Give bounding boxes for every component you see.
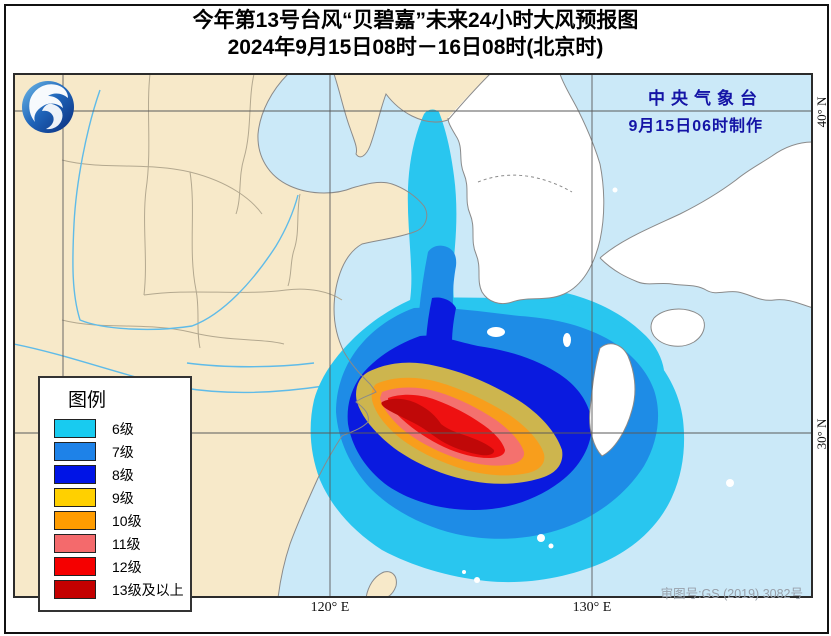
legend-swatch-level12 (54, 557, 96, 576)
legend-swatch-level10 (54, 511, 96, 530)
jeju-island (487, 327, 505, 337)
legend-label: 7级 (112, 443, 134, 460)
lat-label-30n: 30° N (814, 418, 829, 450)
map-review-number: 审图号:GS (2019) 3082号 (660, 587, 803, 601)
shikoku-island (651, 309, 705, 347)
korea-landmass (448, 74, 604, 304)
legend-swatch-level9 (54, 488, 96, 507)
lon-label-130e: 130° E (572, 600, 612, 615)
legend-label: 6级 (112, 420, 134, 437)
legend-label: 8级 (112, 466, 134, 483)
legend-item: 12级 (54, 555, 180, 578)
honshu-island (600, 142, 812, 308)
coastlines (257, 74, 812, 597)
band-level8-arm (426, 297, 456, 344)
foreign-land (448, 74, 812, 583)
legend-item: 9级 (54, 486, 180, 509)
lat-label-40n: 40° N (814, 96, 829, 128)
ryukyu-island (537, 534, 545, 542)
legend-item: 8级 (54, 463, 180, 486)
tsushima-island (563, 333, 571, 347)
legend-item: 10级 (54, 509, 180, 532)
agency-issued-time: 9月15日06时制作 (628, 118, 763, 135)
ryukyu-island (726, 479, 734, 487)
legend-item: 13级及以上 (54, 578, 184, 601)
legend-item: 6级 (54, 417, 180, 440)
huai-river (186, 362, 315, 368)
ryukyu-island (474, 577, 480, 583)
agency-block: 中央气象台 9月15日06时制作 (629, 84, 764, 136)
taiwan-island (366, 571, 397, 597)
legend-item: 11级 (54, 532, 180, 555)
cma-logo (22, 81, 74, 133)
legend-swatch-level13 (54, 580, 96, 599)
legend-swatch-level6 (54, 419, 96, 438)
map-title-line1: 今年第13号台风“贝碧嘉”未来24小时大风预报图 (192, 9, 639, 32)
legend-title: 图例 (68, 390, 107, 411)
ryukyu-island (462, 570, 466, 574)
ulleung-island (612, 187, 618, 193)
legend-swatch-level11 (54, 534, 96, 553)
legend-item: 7级 (54, 440, 180, 463)
yellow-river (72, 89, 299, 331)
map-frame (13, 73, 813, 598)
legend-swatch-level8 (54, 465, 96, 484)
lon-label-120e: 120° E (310, 600, 350, 615)
wind-bands (310, 109, 685, 583)
dmz-border (477, 174, 573, 193)
legend-label: 13级及以上 (112, 581, 184, 598)
map-title-line2: 2024年9月15日08时－16日08时(北京时) (227, 36, 604, 59)
band-level13 (381, 398, 495, 456)
legend-label: 10级 (112, 512, 142, 529)
legend-label: 12级 (112, 558, 142, 575)
legend-swatch-level7 (54, 442, 96, 461)
agency-name: 中央气象台 (648, 89, 763, 108)
legend-label: 9级 (112, 489, 134, 506)
legend-label: 11级 (112, 535, 141, 552)
kyushu-island (589, 343, 635, 456)
ryukyu-island (548, 543, 554, 549)
legend-box: 图例 6级 7级 8级 9级 10级 11级 12级 (38, 376, 192, 612)
